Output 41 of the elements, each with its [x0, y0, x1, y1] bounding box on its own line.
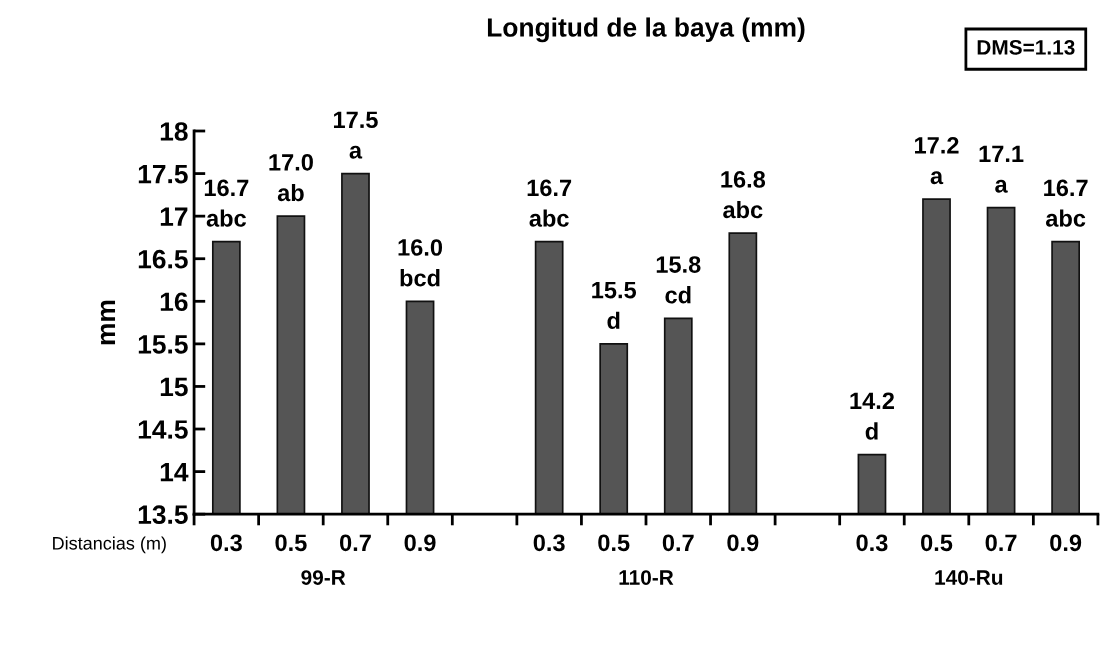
data-label: 14.2 d [850, 392, 894, 440]
data-label: 16.7 abc [204, 179, 249, 227]
x-tick-label: 0.9 [404, 534, 436, 552]
x-tick-label: 0.7 [985, 534, 1017, 552]
x-tick-label: 0.5 [598, 534, 630, 552]
x-tick-label: 0.5 [275, 534, 307, 552]
data-label: 16.8 abc [721, 171, 766, 219]
x-tick-label: 0.3 [533, 534, 565, 552]
x-tick-label: 0.3 [856, 534, 888, 552]
data-label: 15.8 cd [656, 256, 701, 304]
y-tick-label: 14 [160, 463, 189, 482]
y-tick-label: 16.5 [138, 249, 188, 269]
x-tick-label: 0.7 [662, 534, 694, 552]
y-tick-label: 14.5 [138, 420, 188, 439]
y-tick-label: 17.5 [138, 164, 188, 184]
x-tick-label: 0.3 [210, 534, 242, 552]
data-label: 17.2 a [915, 136, 959, 185]
text: DMS=1.13 [977, 39, 1075, 55]
x-tick-label: 0.7 [340, 534, 371, 552]
y-tick-label: 16 [160, 292, 188, 312]
data-label: 17.5 a [333, 111, 378, 159]
text: 99-R [301, 570, 346, 585]
x-tick-label: 0.5 [921, 534, 953, 552]
data-label: 17.0 ab [269, 153, 313, 202]
text: 140-Ru [935, 570, 1003, 585]
chart-title: Longitud de la baya (mm) [487, 17, 805, 43]
x-tick-label: 0.9 [1050, 534, 1082, 552]
y-tick-label: 18 [160, 122, 188, 141]
y-axis-title: mm [100, 300, 116, 345]
text: 110-R [619, 570, 674, 585]
y-tick-label: 13.5 [138, 505, 188, 525]
data-label: 16.0 bcd [398, 239, 443, 287]
y-tick-label: 17 [160, 207, 188, 226]
data-label: 16.7 abc [1044, 179, 1088, 227]
x-axis-title: Distancias (m) [53, 536, 166, 554]
y-tick-label: 15.5 [138, 335, 188, 354]
x-tick-label: 0.9 [727, 534, 759, 552]
y-tick-label: 15 [160, 377, 188, 397]
data-label: 17.1 a [979, 145, 1024, 193]
data-label: 15.5 d [592, 281, 637, 329]
data-label: 16.7 abc [527, 179, 572, 227]
